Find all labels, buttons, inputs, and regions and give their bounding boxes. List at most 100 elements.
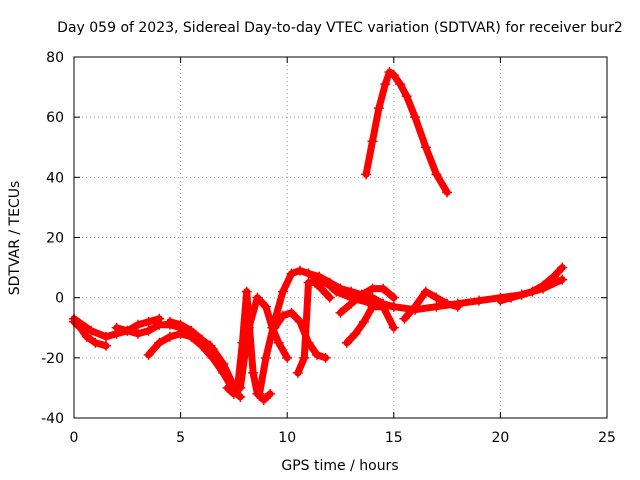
x-tick-label: 25 xyxy=(598,430,616,446)
data-point xyxy=(312,349,323,360)
data-point xyxy=(346,286,357,297)
data-point xyxy=(143,349,154,360)
y-tick-label: -40 xyxy=(41,411,64,427)
data-point xyxy=(388,70,399,81)
data-point xyxy=(314,271,325,282)
data-point xyxy=(273,337,284,348)
data-point xyxy=(286,307,297,318)
data-point xyxy=(538,280,549,291)
x-tick-label: 20 xyxy=(491,430,509,446)
data-point xyxy=(143,316,154,327)
data-point xyxy=(474,295,485,306)
data-point xyxy=(294,265,305,276)
data-point xyxy=(557,262,568,273)
data-point xyxy=(248,367,259,378)
data-point xyxy=(260,352,271,363)
data-point xyxy=(431,301,442,312)
data-point xyxy=(420,286,431,297)
x-tick-label: 10 xyxy=(278,430,296,446)
data-point xyxy=(367,283,378,294)
data-point xyxy=(335,307,346,318)
series-arc-13 xyxy=(343,303,398,347)
y-axis-label: SDTVAR / TECUs xyxy=(7,181,23,296)
x-axis-label: GPS time / hours xyxy=(281,458,398,474)
data-point xyxy=(81,331,92,342)
data-point xyxy=(442,187,453,198)
data-point xyxy=(495,295,506,306)
data-point xyxy=(260,301,271,312)
series-arc-12 xyxy=(337,285,398,317)
data-point xyxy=(207,343,218,354)
chart-title: Day 059 of 2023, Sidereal Day-to-day VTE… xyxy=(57,20,623,36)
data-point xyxy=(241,286,252,297)
data-point xyxy=(90,337,101,348)
data-point xyxy=(222,382,233,393)
data-point xyxy=(175,319,186,330)
data-point xyxy=(395,79,406,90)
data-point xyxy=(324,292,335,303)
x-tick-label: 5 xyxy=(176,430,185,446)
data-point xyxy=(367,136,378,147)
data-point xyxy=(277,310,288,321)
data-point xyxy=(367,292,378,303)
data-point xyxy=(431,292,442,303)
data-point xyxy=(164,331,175,342)
y-tick-label: 20 xyxy=(46,231,64,247)
data-point xyxy=(254,388,265,399)
data-point xyxy=(410,301,421,312)
data-point xyxy=(410,112,421,123)
data-point xyxy=(367,301,378,312)
data-point xyxy=(282,352,293,363)
data-point xyxy=(380,79,391,90)
data-point xyxy=(358,316,369,327)
data-point xyxy=(86,325,97,336)
data-point xyxy=(335,283,346,294)
data-point xyxy=(309,277,320,288)
data-point xyxy=(431,169,442,180)
data-point xyxy=(164,316,175,327)
data-point xyxy=(132,328,143,339)
data-point xyxy=(243,322,254,333)
data-point xyxy=(316,283,327,294)
data-point xyxy=(252,292,263,303)
x-tick-label: 0 xyxy=(70,430,79,446)
data-point xyxy=(258,394,269,405)
y-tick-label: 0 xyxy=(55,291,64,307)
data-point xyxy=(527,286,538,297)
data-point xyxy=(265,388,276,399)
data-point xyxy=(373,103,384,114)
data-point xyxy=(218,358,229,369)
data-point xyxy=(235,382,246,393)
data-point xyxy=(303,268,314,279)
data-point xyxy=(277,286,288,297)
data-point xyxy=(341,337,352,348)
data-point xyxy=(269,322,280,333)
data-point xyxy=(196,334,207,345)
data-point xyxy=(320,352,331,363)
data-point xyxy=(132,319,143,330)
data-point xyxy=(388,301,399,312)
data-point xyxy=(122,325,133,336)
data-point xyxy=(299,352,310,363)
x-tick-label: 15 xyxy=(385,430,403,446)
data-point xyxy=(186,325,197,336)
data-point xyxy=(356,289,367,300)
data-point xyxy=(111,322,122,333)
data-series xyxy=(69,67,568,405)
data-point xyxy=(346,298,357,309)
series-arc-16 xyxy=(362,68,451,196)
data-point xyxy=(388,292,399,303)
data-point xyxy=(324,277,335,288)
data-point xyxy=(452,301,463,312)
y-tick-label: 40 xyxy=(46,170,64,186)
data-point xyxy=(350,328,361,339)
data-point xyxy=(442,298,453,309)
data-point xyxy=(228,388,239,399)
data-point xyxy=(100,331,111,342)
data-point xyxy=(516,289,527,300)
data-point xyxy=(548,271,559,282)
data-point xyxy=(292,367,303,378)
y-tick-label: 60 xyxy=(46,110,64,126)
